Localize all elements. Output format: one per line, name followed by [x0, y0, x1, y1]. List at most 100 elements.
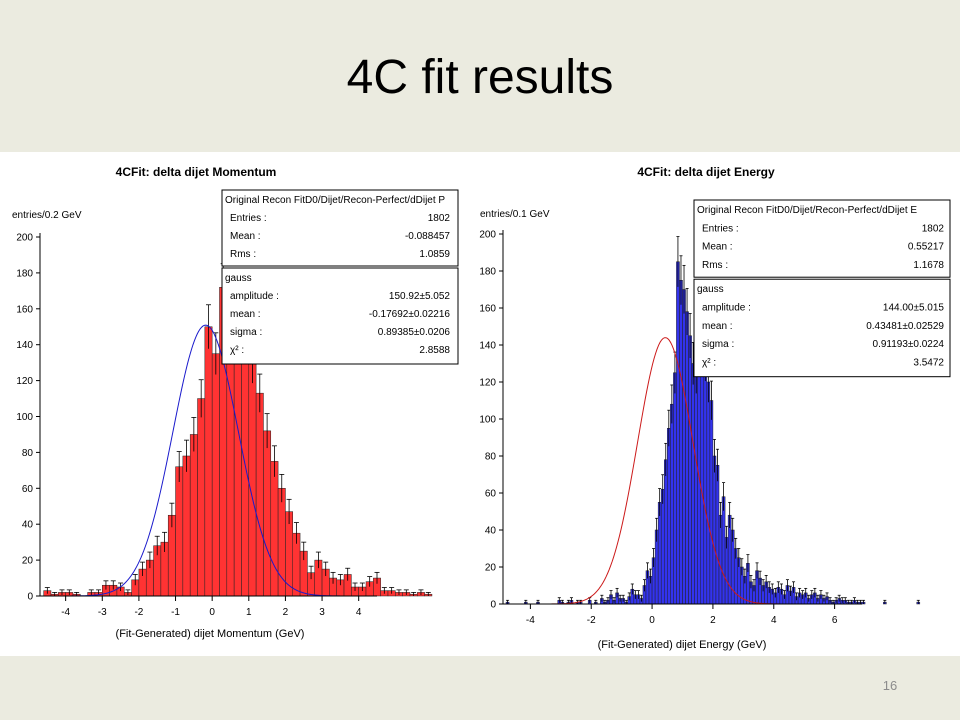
energy-histogram-figure: 4CFit: delta dijet Energy entries/0.1 GeV… [470, 152, 960, 656]
histogram-bar [175, 466, 184, 597]
histogram-bar [673, 372, 677, 605]
histogram-bar [700, 348, 705, 605]
fit-row-value: 0.91193±0.0224 [873, 339, 945, 350]
y-tick-label: 100 [16, 412, 33, 423]
y-tick-label: 60 [485, 489, 497, 500]
y-tick-label: 40 [485, 526, 497, 537]
histogram-bar [685, 311, 689, 605]
fit-row-value: 2.8588 [419, 345, 450, 356]
fit-row-label: mean : [702, 321, 733, 332]
histogram-bar [703, 359, 708, 605]
fit-row-value: 0.43481±0.02529 [866, 321, 944, 332]
stats-row-value: -0.088457 [405, 231, 450, 242]
y-tick-label: 160 [16, 304, 33, 315]
fit-stats-box [693, 278, 951, 378]
stats-row-value: 1802 [428, 213, 451, 224]
x-tick-label: 1 [246, 607, 252, 618]
x-tick-label: 2 [283, 607, 289, 618]
histogram-bar [706, 381, 711, 605]
stats-row-value: 1.0859 [419, 249, 450, 260]
fit-row-value: 144.00±5.015 [883, 303, 945, 314]
histogram-bar [263, 430, 272, 597]
slide-title: 4C fit results [346, 51, 614, 104]
stats-box-header: Original Recon FitD0/Dijet/Recon-Perfect… [697, 205, 917, 216]
y-tick-label: 0 [27, 592, 33, 603]
stats-box [693, 199, 951, 278]
histogram-bar [211, 353, 220, 597]
y-axis-label: entries/0.2 GeV [12, 210, 82, 221]
fit-row-label: amplitude : [230, 291, 279, 302]
fit-row-label: sigma : [230, 327, 262, 338]
fit-stats-header: gauss [225, 273, 252, 284]
histogram-bar [679, 280, 683, 605]
histogram-bar [663, 459, 668, 605]
x-tick-label: -3 [98, 607, 107, 618]
stats-row-value: 0.55217 [908, 242, 945, 253]
energy-histogram-svg: 4CFit: delta dijet Energy entries/0.1 GeV… [479, 165, 951, 651]
chart-title: 4CFit: delta dijet Momentum [116, 165, 277, 179]
histogram-bar [682, 289, 686, 605]
y-tick-label: 160 [479, 304, 496, 315]
title-band [0, 0, 960, 152]
x-tick-label: 2 [710, 615, 716, 626]
y-tick-label: 20 [22, 556, 34, 567]
y-tick-label: 140 [16, 340, 33, 351]
stats-box-header: Original Recon FitD0/Dijet/Recon-Perfect… [225, 195, 445, 206]
x-tick-label: -4 [61, 607, 70, 618]
histogram-bar [718, 514, 723, 605]
histogram-bar [694, 372, 698, 605]
histogram-bar [670, 403, 674, 605]
y-tick-label: 0 [490, 600, 496, 611]
fit-row-label: amplitude : [702, 303, 751, 314]
y-tick-label: 180 [479, 267, 496, 278]
stats-row-label: Mean : [702, 242, 733, 253]
histogram-bar [204, 326, 213, 597]
histogram-bar [233, 330, 242, 597]
fit-stats-box [221, 267, 459, 365]
footer-band [0, 656, 960, 720]
stats-row-label: Entries : [702, 223, 739, 234]
x-tick-label: 4 [771, 615, 777, 626]
histogram-bar [270, 461, 279, 597]
x-axis-label: (Fit-Generated) dijet Momentum (GeV) [116, 628, 305, 640]
x-tick-label: -4 [526, 615, 535, 626]
stats-row-value: 1.1678 [913, 260, 944, 271]
histogram-bar [241, 339, 250, 597]
x-tick-label: 3 [319, 607, 325, 618]
histogram-bar [727, 514, 732, 605]
gaussian-fit-curve [40, 324, 377, 597]
fit-row-label: χ² : [230, 345, 244, 356]
x-tick-label: -2 [587, 615, 596, 626]
histogram-bar [721, 496, 726, 605]
fit-stats-header: gauss [697, 284, 724, 295]
histogram-bar [248, 362, 257, 597]
y-tick-label: 180 [16, 268, 33, 279]
slide-number: 16 [882, 678, 898, 693]
stats-box [221, 189, 459, 267]
histogram-bar [197, 398, 206, 597]
y-axis-label: entries/0.1 GeV [480, 209, 550, 220]
fit-row-label: sigma : [702, 339, 734, 350]
y-tick-label: 100 [479, 415, 496, 426]
fit-row-value: 150.92±5.052 [389, 291, 451, 302]
histogram-bar [167, 514, 176, 597]
y-tick-label: 80 [485, 452, 497, 463]
histogram-bar [182, 455, 191, 597]
histogram-bar [189, 434, 198, 597]
y-tick-label: 80 [22, 448, 34, 459]
y-tick-label: 120 [16, 376, 33, 387]
momentum-histogram-svg: 4CFit: delta dijet Momentum entries/0.2 G… [12, 165, 459, 640]
x-tick-label: 0 [209, 607, 215, 618]
x-tick-label: 6 [832, 615, 838, 626]
histogram-bar [712, 455, 717, 605]
histogram-bar [277, 488, 286, 597]
fit-row-value: 0.89385±0.0206 [378, 327, 451, 338]
histogram-bar [676, 261, 680, 605]
x-tick-label: 0 [649, 615, 655, 626]
histogram-bar [255, 392, 264, 597]
histogram-bar [660, 489, 665, 605]
stats-row-value: 1802 [922, 223, 945, 234]
fit-row-label: χ² : [702, 357, 716, 368]
histogram-bar [688, 335, 692, 605]
y-tick-label: 140 [479, 341, 496, 352]
